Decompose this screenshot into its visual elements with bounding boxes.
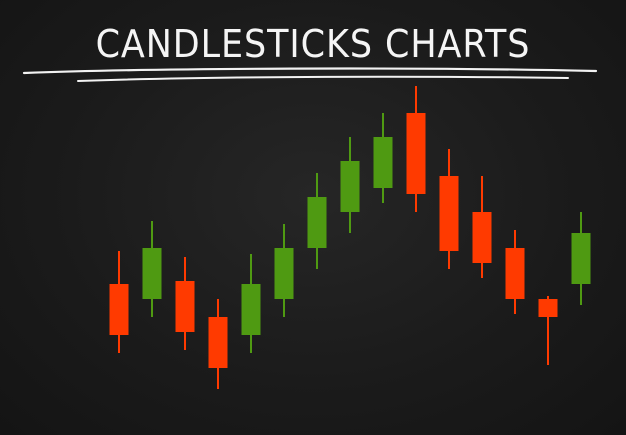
candle-10 <box>406 86 426 212</box>
chart-title: CANDLESTICKS CHARTS <box>95 22 531 66</box>
candle-body-bearish <box>538 299 558 317</box>
candle-13 <box>505 230 525 314</box>
candle-body-bullish <box>274 248 294 299</box>
candle-body-bullish <box>142 248 162 299</box>
candle-1 <box>109 251 129 353</box>
candle-body-bearish <box>505 248 525 299</box>
candle-15 <box>571 212 591 305</box>
candle-body-bearish <box>208 317 228 368</box>
candle-body-bearish <box>472 212 492 263</box>
candle-11 <box>439 149 459 269</box>
candle-7 <box>307 173 327 269</box>
candle-body-bearish <box>406 113 426 194</box>
candle-2 <box>142 221 162 317</box>
candle-body-bullish <box>241 284 261 335</box>
candle-4 <box>208 299 228 389</box>
candle-6 <box>274 224 294 317</box>
candle-14 <box>538 296 558 365</box>
title-underline-stroke-1 <box>22 67 598 75</box>
candle-body-bullish <box>340 161 360 212</box>
candle-8 <box>340 137 360 233</box>
candle-3 <box>175 257 195 350</box>
candle-5 <box>241 254 261 353</box>
candle-body-bearish <box>439 176 459 251</box>
candle-body-bullish <box>307 197 327 248</box>
candle-body-bearish <box>109 284 129 335</box>
candle-12 <box>472 176 492 278</box>
candle-body-bullish <box>373 137 393 188</box>
candle-body-bearish <box>175 281 195 332</box>
title-underline-stroke-2 <box>77 75 569 82</box>
candle-9 <box>373 113 393 203</box>
title-underline <box>22 67 598 82</box>
candle-body-bullish <box>571 233 591 284</box>
